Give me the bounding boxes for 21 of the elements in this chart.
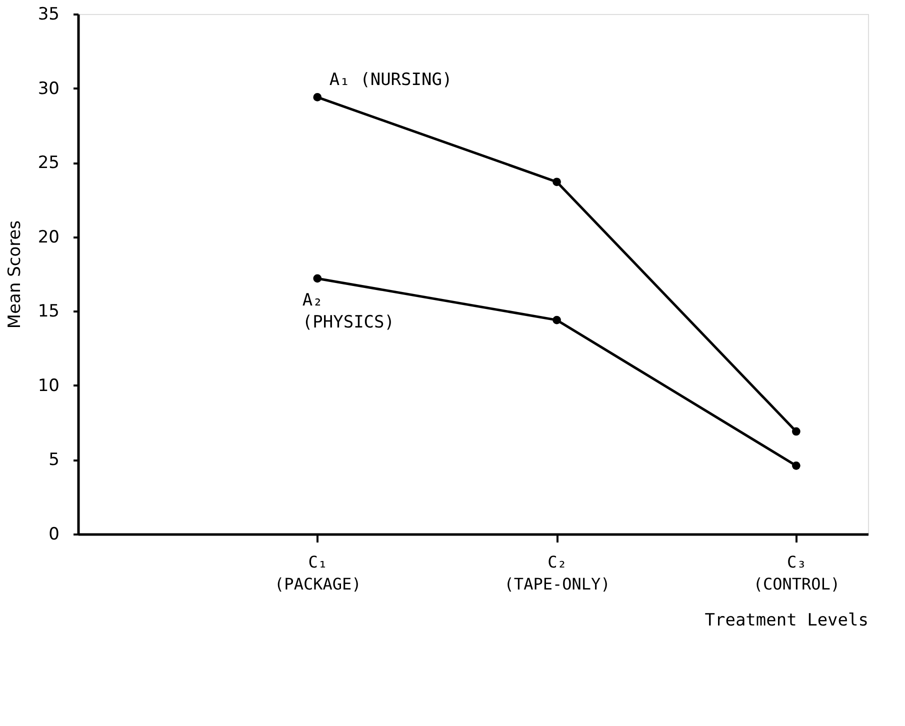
y-tick-label: 20 [38, 227, 60, 248]
y-tick-label: 15 [38, 302, 60, 322]
point [313, 93, 322, 102]
y-tick-label: 10 [38, 376, 60, 396]
series-label: A₁ (NURSING) [329, 70, 452, 90]
y-tick-label: 35 [38, 4, 60, 24]
x-axis-title: Treatment Levels [704, 610, 868, 630]
x-tick-label: C₂ (TAPE-ONLY) [504, 552, 610, 594]
y-tick-label: 25 [38, 153, 60, 174]
y-tick-label: 5 [48, 450, 60, 470]
point [792, 461, 800, 470]
y-tick-label: 30 [38, 78, 60, 99]
point [313, 274, 322, 283]
x-tick-label: C₃ (CONTROL) [753, 552, 840, 594]
point [552, 316, 561, 324]
y-tick-label: 0 [48, 524, 60, 544]
x-tick-label: C₁ (PACKAGE) [274, 552, 362, 594]
series-label: A₂ (PHYSICS) [302, 290, 395, 332]
point [552, 178, 561, 186]
y-axis-title: Mean Scores [4, 220, 25, 329]
point [792, 427, 800, 436]
